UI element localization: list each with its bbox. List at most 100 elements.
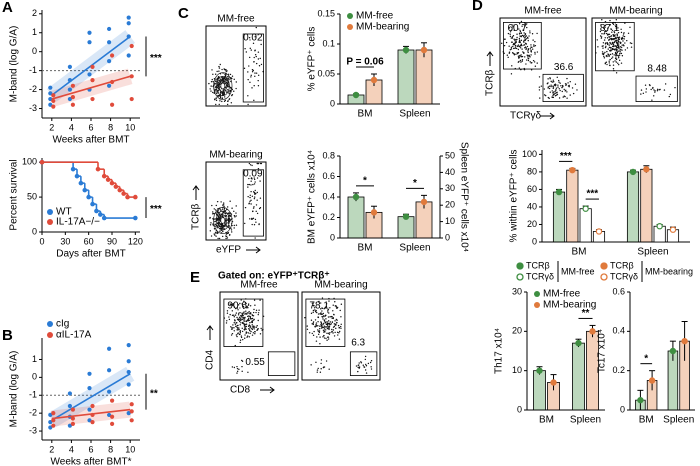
event-dot xyxy=(325,337,327,340)
event-dot xyxy=(612,35,615,37)
gate-percentage: 0.09 xyxy=(243,168,263,179)
event-dot xyxy=(210,90,212,92)
event-dot xyxy=(226,91,228,93)
event-dot xyxy=(257,167,260,170)
event-dot xyxy=(252,311,255,314)
event-dot xyxy=(216,92,218,95)
event-dot xyxy=(218,225,221,227)
event-dot xyxy=(244,327,246,330)
bar-marker xyxy=(669,226,677,233)
y-tick-label: -3 xyxy=(29,425,37,435)
event-dot xyxy=(221,76,223,79)
event-dot xyxy=(603,27,605,29)
event-dot xyxy=(520,32,522,34)
event-dot xyxy=(314,325,316,328)
event-dot xyxy=(519,30,522,33)
event-dot xyxy=(323,315,325,317)
event-dot xyxy=(552,79,555,81)
significance-label: *** xyxy=(586,189,598,200)
event-dot xyxy=(310,319,313,321)
event-dot xyxy=(250,76,252,78)
event-dot xyxy=(325,318,327,320)
gate xyxy=(267,351,296,376)
event-dot xyxy=(331,317,333,319)
event-dot xyxy=(226,80,229,82)
event-dot xyxy=(520,43,522,45)
event-dot xyxy=(604,26,606,28)
bar-marker xyxy=(555,188,563,196)
event-dot xyxy=(362,364,364,366)
event-dot xyxy=(656,88,659,91)
event-dot xyxy=(311,302,314,304)
x-tick-label: 8 xyxy=(108,444,113,454)
event-dot xyxy=(320,368,322,370)
bar-marker xyxy=(370,209,378,216)
y-tick-label: 0.8 xyxy=(322,150,335,160)
event-dot xyxy=(312,309,315,312)
event-dot xyxy=(250,190,252,193)
event-dot xyxy=(320,327,323,329)
y-tick-label: 30 xyxy=(512,286,522,296)
event-dot xyxy=(518,60,520,63)
event-dot xyxy=(552,94,554,97)
event-dot xyxy=(337,324,340,327)
event-dot xyxy=(321,307,324,310)
survival-point xyxy=(82,187,88,193)
event-dot xyxy=(525,59,528,61)
y-axis-label: % within eYFP⁺ cells xyxy=(509,149,520,242)
density-contour xyxy=(213,207,233,234)
event-dot xyxy=(531,33,534,35)
event-dot xyxy=(613,54,615,56)
event-dot xyxy=(526,45,529,48)
data-point xyxy=(129,96,134,102)
axis-arrow xyxy=(540,112,555,120)
event-dot xyxy=(241,330,244,333)
event-dot xyxy=(555,84,557,86)
event-dot xyxy=(604,63,607,65)
event-dot xyxy=(322,366,325,369)
event-dot xyxy=(226,103,229,106)
event-dot xyxy=(523,44,525,46)
event-dot xyxy=(211,69,213,71)
event-dot xyxy=(319,313,321,315)
event-dot xyxy=(336,319,338,321)
event-dot xyxy=(603,55,605,58)
event-dot xyxy=(664,83,667,85)
event-dot xyxy=(536,51,539,53)
event-dot xyxy=(211,78,213,81)
event-dot xyxy=(533,44,535,46)
event-dot xyxy=(247,325,250,327)
event-dot xyxy=(527,51,529,54)
event-dot xyxy=(560,85,562,87)
event-dot xyxy=(609,41,611,44)
event-dot xyxy=(512,24,514,26)
event-dot xyxy=(235,215,237,217)
event-dot xyxy=(617,46,619,49)
y-tick-label: 0 xyxy=(32,46,37,56)
event-dot xyxy=(527,57,529,59)
event-dot xyxy=(212,73,214,76)
event-dot xyxy=(245,51,247,53)
survival-point xyxy=(86,194,91,200)
y-tick-label: -1 xyxy=(29,65,37,75)
event-dot xyxy=(517,52,520,54)
data-point xyxy=(129,43,134,49)
event-dot xyxy=(505,41,508,44)
data-point xyxy=(70,416,75,421)
event-dot xyxy=(526,26,528,29)
event-dot xyxy=(222,216,224,218)
event-dot xyxy=(229,313,231,316)
event-dot xyxy=(218,103,220,106)
event-dot xyxy=(516,38,518,41)
event-dot xyxy=(521,34,524,37)
event-dot xyxy=(219,86,221,88)
event-dot xyxy=(510,37,512,39)
event-dot xyxy=(513,54,516,56)
event-dot xyxy=(572,92,575,95)
event-dot xyxy=(247,318,249,321)
event-dot xyxy=(236,335,238,338)
density-contour xyxy=(218,79,228,93)
event-dot xyxy=(227,100,229,102)
significance-label: ** xyxy=(150,388,158,399)
event-dot xyxy=(223,207,226,210)
